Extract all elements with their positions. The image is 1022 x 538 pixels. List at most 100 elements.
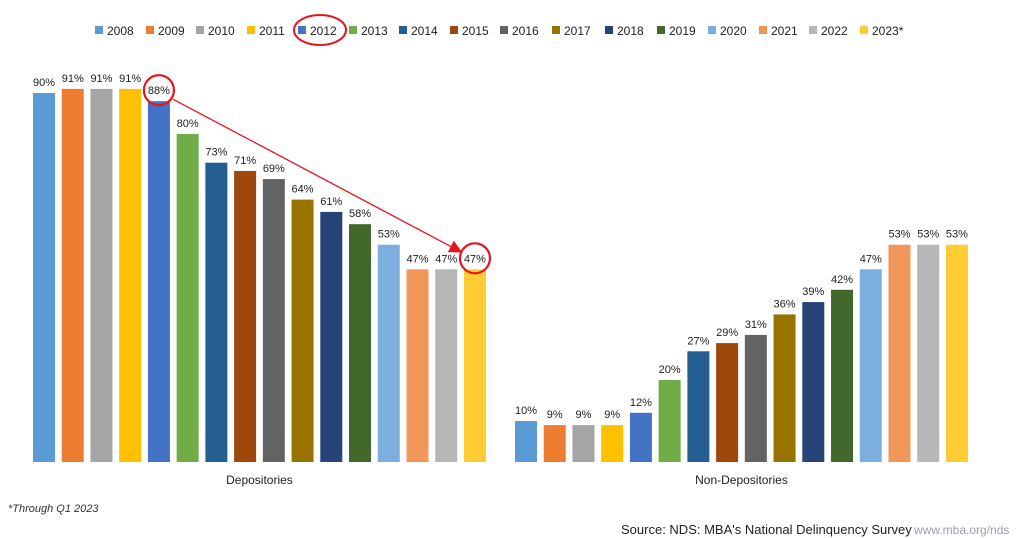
legend-swatch <box>95 26 103 34</box>
bar-2009 <box>61 88 84 463</box>
data-label: 9% <box>576 409 592 421</box>
bar-2022 <box>917 244 940 462</box>
bar-2018 <box>802 302 825 462</box>
trend-arrow <box>172 98 463 253</box>
data-label: 64% <box>292 184 314 196</box>
category-label: Non-Depositories <box>695 473 788 487</box>
legend-item-2015: 2015 <box>450 24 489 38</box>
data-label: 71% <box>234 155 256 167</box>
bar-2008 <box>515 421 537 462</box>
legend-item-2020: 2020 <box>708 24 747 38</box>
bar-2023 <box>463 269 486 462</box>
legend-label: 2015 <box>462 24 489 38</box>
data-label: 10% <box>515 405 537 417</box>
legend-item-2008: 2008 <box>95 24 134 38</box>
legend-swatch <box>349 26 357 34</box>
category-label: Depositories <box>226 473 293 487</box>
legend-swatch <box>759 26 767 34</box>
bar-2017 <box>773 314 796 462</box>
data-label: 36% <box>774 298 796 310</box>
data-label: 61% <box>320 196 342 208</box>
data-label: 20% <box>659 364 681 376</box>
legend-item-2021: 2021 <box>759 24 798 38</box>
legend-item-2011: 2011 <box>247 24 285 38</box>
data-label: 47% <box>406 253 428 265</box>
legend-label: 2013 <box>361 24 388 38</box>
bar-2017 <box>291 199 314 462</box>
group-depositories: 90% 91% 91% 91% 88% 80% 73% 71% 69% 64% 61% 58% 53% 4… <box>33 73 486 487</box>
footnote: *Through Q1 2023 <box>8 503 99 515</box>
data-label: 73% <box>205 147 227 159</box>
data-label: 90% <box>33 77 55 89</box>
data-label: 91% <box>119 73 141 85</box>
legend-label: 2011 <box>259 24 285 38</box>
legend-swatch <box>552 26 560 34</box>
data-label: 12% <box>630 397 652 409</box>
bar-2016 <box>744 334 767 462</box>
legend-swatch <box>605 26 613 34</box>
bar-2018 <box>320 211 343 462</box>
bar-2011 <box>119 88 142 463</box>
bar-2019 <box>349 224 372 462</box>
data-label: 91% <box>90 73 112 85</box>
data-label: 80% <box>177 118 199 130</box>
bar-2012 <box>629 412 652 462</box>
legend-item-2009: 2009 <box>146 24 185 38</box>
data-label: 27% <box>687 335 709 347</box>
data-label: 31% <box>745 319 767 331</box>
legend-swatch <box>708 26 716 34</box>
circle-2023-value <box>458 242 492 275</box>
bar-2023 <box>945 244 968 462</box>
legend-swatch <box>146 26 154 34</box>
legend-swatch <box>399 26 407 34</box>
legend-label: 2018 <box>617 24 644 38</box>
legend-item-2023: 2023* <box>860 24 904 38</box>
bar-2014 <box>687 351 710 462</box>
bar-2013 <box>176 134 199 462</box>
legend: 2008 2009 2010 2011 2012 2013 2014 2015 2016 2017… <box>95 14 904 46</box>
data-label: 47% <box>860 253 882 265</box>
bar-2020 <box>859 269 882 462</box>
legend-item-2014: 2014 <box>399 24 438 38</box>
data-label: 88% <box>148 85 170 97</box>
bar-2010 <box>572 425 595 462</box>
data-label: 53% <box>917 229 939 241</box>
legend-label: 2017 <box>564 24 591 38</box>
legend-label: 2016 <box>512 24 539 38</box>
data-label: 42% <box>831 274 853 286</box>
legend-swatch <box>657 26 665 34</box>
bar-2021 <box>888 244 911 462</box>
legend-label: 2008 <box>107 24 134 38</box>
data-label: 69% <box>263 163 285 175</box>
bar-2010 <box>90 88 113 463</box>
legend-highlight-circle <box>293 14 347 46</box>
bar-groups: 90% 91% 91% 91% 88% 80% 73% 71% 69% 64% 61% 58% 53% 4… <box>33 73 968 487</box>
legend-swatch <box>196 26 204 34</box>
circle-2012-value <box>142 74 176 107</box>
bar-2013 <box>658 380 681 462</box>
bar-2015 <box>716 343 739 462</box>
bar-2012 <box>147 101 170 462</box>
legend-swatch <box>247 26 255 34</box>
bar-2011 <box>601 425 624 462</box>
data-label: 58% <box>349 208 371 220</box>
legend-label: 2012 <box>310 24 337 38</box>
bar-2008 <box>33 93 55 462</box>
data-label: 53% <box>378 229 400 241</box>
legend-item-2016: 2016 <box>500 24 539 38</box>
data-label: 39% <box>802 286 824 298</box>
data-label: 47% <box>435 253 457 265</box>
legend-swatch <box>298 26 306 34</box>
legend-item-2017: 2017 <box>552 24 591 38</box>
legend-label: 2022 <box>821 24 848 38</box>
legend-swatch <box>860 26 868 34</box>
annotations <box>142 74 492 275</box>
legend-label: 2020 <box>720 24 747 38</box>
legend-item-2019: 2019 <box>657 24 696 38</box>
bar-2009 <box>543 425 566 462</box>
bar-2020 <box>377 244 400 462</box>
legend-label: 2014 <box>411 24 438 38</box>
data-label: 9% <box>547 409 563 421</box>
bar-2014 <box>205 162 228 462</box>
